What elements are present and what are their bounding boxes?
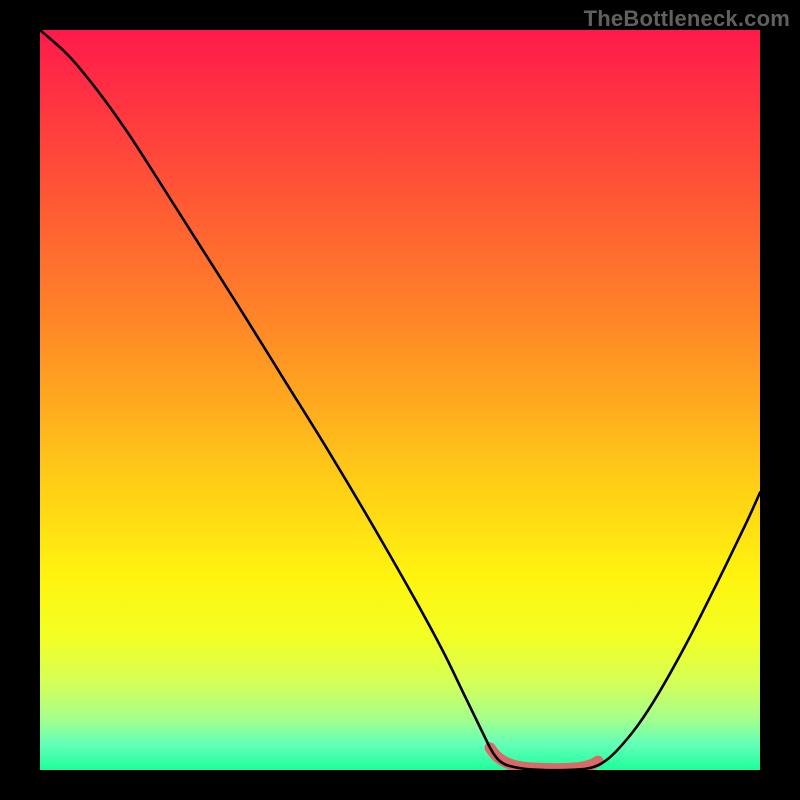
- chart-stage: TheBottleneck.com: [0, 0, 800, 800]
- bottleneck-curve-plot: [0, 0, 800, 800]
- gradient-panel: [40, 30, 760, 770]
- watermark-text: TheBottleneck.com: [584, 6, 790, 32]
